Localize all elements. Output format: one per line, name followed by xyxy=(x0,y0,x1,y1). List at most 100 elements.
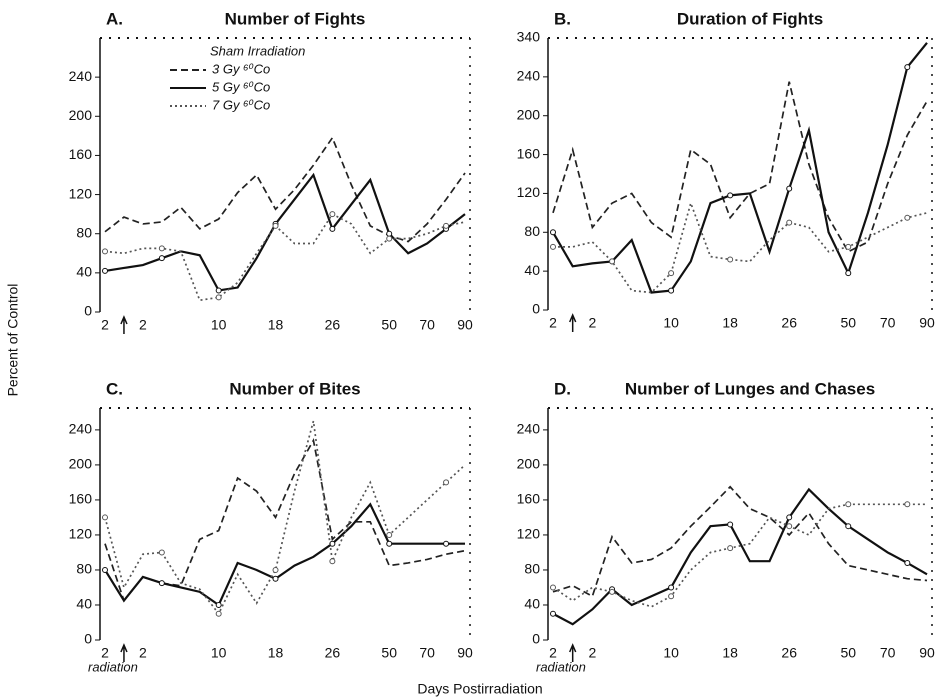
series-line xyxy=(104,502,465,607)
panel-label: A. xyxy=(106,9,123,28)
y-tick-label: 0 xyxy=(84,303,92,319)
x-tick-label: 2 xyxy=(101,645,109,661)
x-tick-label: 50 xyxy=(840,645,856,661)
panel-label: D. xyxy=(554,379,571,398)
point-marker xyxy=(386,230,393,237)
point-marker xyxy=(158,245,165,252)
x-tick-label: 90 xyxy=(457,317,473,333)
series-line xyxy=(104,437,466,603)
point-marker xyxy=(845,501,852,508)
point-marker xyxy=(102,566,108,573)
y-tick-label: 80 xyxy=(76,224,92,240)
legend-label: 7 Gy ⁶⁰Co xyxy=(212,97,270,112)
legend-label: 5 Gy ⁶⁰Co xyxy=(212,79,270,94)
series-line xyxy=(552,487,928,626)
y-tick-label: 120 xyxy=(517,184,541,200)
x-tick-label: 10 xyxy=(663,645,679,661)
x-axis-label: Days Postirradiation xyxy=(417,681,542,697)
x-tick-label: 2 xyxy=(549,315,557,331)
point-marker xyxy=(386,235,393,242)
point-marker xyxy=(158,255,165,262)
series-line xyxy=(552,42,928,294)
y-tick-label: 40 xyxy=(524,596,540,612)
x-tick-label: 18 xyxy=(268,645,284,661)
y-tick-label: 160 xyxy=(69,146,93,162)
radiation-arrow xyxy=(568,643,577,662)
point-marker xyxy=(443,479,450,486)
x-tick-label: 70 xyxy=(880,645,896,661)
series-line xyxy=(552,485,928,598)
series-line xyxy=(552,81,928,253)
x-tick-label: 2 xyxy=(549,645,557,661)
point-marker xyxy=(668,584,675,591)
x-tick-label: 50 xyxy=(381,317,397,333)
point-marker xyxy=(550,243,556,250)
x-tick-label: 2 xyxy=(139,645,147,661)
point-marker xyxy=(786,219,793,226)
y-tick-label: 120 xyxy=(517,526,541,542)
point-marker xyxy=(904,214,911,221)
x-tick-label: 26 xyxy=(781,645,797,661)
point-marker xyxy=(727,256,734,263)
x-tick-label: 70 xyxy=(419,317,435,333)
x-tick-label: 70 xyxy=(880,315,896,331)
point-marker xyxy=(668,593,675,600)
chart-title: Number of Bites xyxy=(229,379,360,398)
y-tick-label: 200 xyxy=(69,107,93,123)
y-tick-label: 160 xyxy=(517,145,541,161)
point-marker xyxy=(272,575,279,582)
y-axis-label: Percent of Control xyxy=(5,284,21,397)
x-tick-label: 50 xyxy=(840,315,856,331)
y-tick-label: 240 xyxy=(69,421,93,437)
point-marker xyxy=(904,64,911,71)
point-marker xyxy=(443,540,450,547)
point-marker xyxy=(727,521,734,528)
point-marker xyxy=(443,222,450,229)
point-marker xyxy=(727,192,734,199)
point-marker xyxy=(845,243,852,250)
point-marker xyxy=(786,514,793,521)
point-marker xyxy=(668,270,675,277)
series-line xyxy=(104,213,466,302)
x-tick-label: 90 xyxy=(919,645,935,661)
point-marker xyxy=(102,514,108,521)
y-tick-label: 200 xyxy=(517,456,541,472)
y-tick-label: 40 xyxy=(76,596,92,612)
point-marker xyxy=(609,258,616,265)
y-tick-label: 240 xyxy=(69,68,93,84)
point-marker xyxy=(102,248,108,255)
x-tick-label: 10 xyxy=(663,315,679,331)
x-tick-label: 10 xyxy=(211,645,227,661)
point-marker xyxy=(102,267,108,274)
radiation-arrow xyxy=(568,313,577,332)
point-marker xyxy=(550,610,556,617)
point-marker xyxy=(329,558,336,565)
x-tick-label: 90 xyxy=(919,315,935,331)
x-tick-label: 18 xyxy=(722,645,738,661)
y-tick-label: 160 xyxy=(69,491,93,507)
point-marker xyxy=(215,287,222,294)
point-marker xyxy=(386,531,393,538)
series-line xyxy=(552,503,927,608)
point-marker xyxy=(215,601,222,608)
point-marker xyxy=(550,584,556,591)
y-tick-label: 0 xyxy=(532,631,540,647)
y-tick-label: 160 xyxy=(517,491,541,507)
y-tick-label: 0 xyxy=(532,301,540,317)
chart-title: Duration of Fights xyxy=(677,9,823,28)
x-tick-label: 18 xyxy=(722,315,738,331)
radiation-arrow xyxy=(120,643,128,662)
point-marker xyxy=(272,566,279,573)
y-tick-label: 0 xyxy=(84,631,92,647)
x-tick-label: 2 xyxy=(588,645,596,661)
point-marker xyxy=(786,185,793,192)
annotation: radiation xyxy=(536,659,586,674)
point-marker xyxy=(329,225,336,232)
point-marker xyxy=(845,270,852,277)
y-tick-label: 240 xyxy=(517,68,541,84)
x-tick-label: 90 xyxy=(457,645,473,661)
annotation: radiation xyxy=(88,659,138,674)
y-tick-label: 40 xyxy=(524,262,540,278)
y-tick-label: 240 xyxy=(517,421,541,437)
